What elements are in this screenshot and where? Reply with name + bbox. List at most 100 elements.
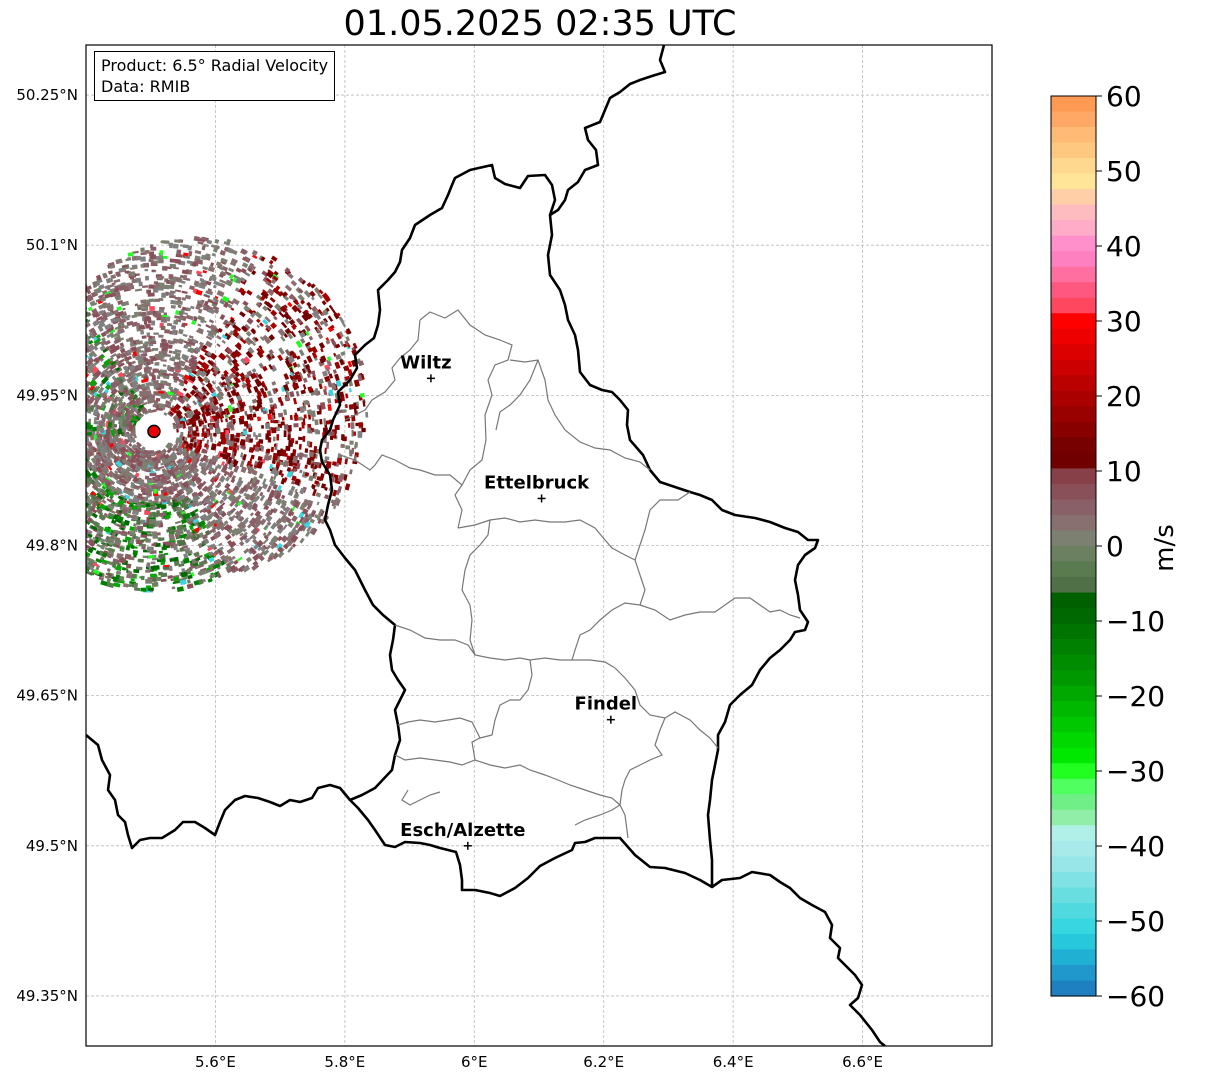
radar-echo <box>156 559 162 563</box>
radar-echo <box>221 373 225 378</box>
radar-echo <box>173 545 178 551</box>
radar-echo <box>53 311 60 318</box>
radar-echo <box>180 432 184 436</box>
radar-echo <box>115 538 122 544</box>
radar-echo <box>12 456 16 463</box>
radar-echo <box>27 376 33 384</box>
radar-echo <box>3 412 6 419</box>
radar-echo <box>71 525 78 532</box>
radar-echo <box>55 420 58 424</box>
radar-echo <box>179 533 188 539</box>
radar-echo <box>124 438 129 445</box>
radar-echo <box>54 502 61 509</box>
radar-echo <box>247 346 255 355</box>
radar-echo <box>287 430 291 435</box>
radar-echo <box>159 477 168 484</box>
radar-echo <box>50 476 55 482</box>
radar-echo <box>299 502 307 511</box>
radar-echo <box>78 346 86 354</box>
radar-echo <box>206 368 212 374</box>
radar-echo <box>251 563 260 571</box>
radar-echo <box>74 415 77 422</box>
radar-echo <box>99 345 106 351</box>
radar-echo <box>116 355 121 360</box>
radar-echo <box>211 573 216 578</box>
radar-echo <box>23 339 30 346</box>
radar-echo <box>252 405 256 410</box>
radar-echo <box>245 350 254 359</box>
radar-echo <box>64 366 68 371</box>
radar-echo <box>64 500 70 507</box>
radar-echo <box>299 406 305 414</box>
radar-echo <box>114 380 121 388</box>
radar-echo <box>34 360 40 367</box>
radar-echo <box>160 561 166 566</box>
radar-echo <box>64 348 70 354</box>
radar-echo <box>64 562 70 567</box>
radar-echo <box>86 366 90 372</box>
radar-echo <box>284 380 290 386</box>
radar-echo <box>242 528 247 533</box>
radar-echo <box>294 478 301 486</box>
radar-echo <box>306 503 312 510</box>
radar-echo <box>96 315 103 322</box>
radar-echo <box>56 448 60 455</box>
radar-echo <box>142 401 148 406</box>
radar-echo <box>180 560 184 564</box>
radar-echo <box>158 334 164 338</box>
radar-echo <box>66 339 72 345</box>
radar-echo <box>67 515 74 522</box>
radar-echo <box>64 458 69 463</box>
radar-echo <box>51 431 56 437</box>
radar-echo <box>197 542 203 549</box>
radar-echo <box>355 401 360 406</box>
radar-echo <box>236 432 240 438</box>
radar-echo <box>16 510 23 517</box>
radar-echo <box>51 314 55 318</box>
radar-echo <box>20 426 25 431</box>
radar-echo <box>71 459 75 463</box>
radar-echo <box>20 501 26 508</box>
radar-echo <box>358 422 364 428</box>
radar-echo <box>149 254 156 259</box>
radar-echo <box>218 542 223 547</box>
radar-echo <box>174 403 182 411</box>
radar-echo <box>53 369 58 374</box>
radar-echo <box>287 424 292 432</box>
radar-echo <box>259 336 265 342</box>
radar-echo <box>68 446 74 454</box>
radar-echo <box>334 425 340 431</box>
radar-echo <box>57 339 62 344</box>
radar-echo <box>120 478 128 485</box>
radar-echo <box>43 473 49 481</box>
radar-echo <box>156 520 163 524</box>
radar-echo <box>109 288 115 293</box>
radar-echo <box>216 572 222 579</box>
radar-echo <box>53 432 58 437</box>
radar-echo <box>228 373 235 380</box>
radar-echo <box>95 459 102 466</box>
radar-echo <box>278 469 283 476</box>
radar-echo <box>203 449 208 454</box>
radar-echo <box>117 400 125 408</box>
radar-echo <box>17 429 20 435</box>
radar-echo <box>208 567 215 572</box>
radar-echo <box>196 273 203 277</box>
radar-echo <box>35 493 41 499</box>
radar-echo <box>273 419 278 424</box>
radar-echo <box>170 536 176 542</box>
radar-echo <box>156 486 163 490</box>
radar-echo <box>52 448 56 454</box>
radar-echo <box>9 451 13 457</box>
radar-echo <box>56 446 61 453</box>
radar-echo <box>280 473 284 478</box>
radar-echo <box>283 312 290 320</box>
radar-echo <box>339 340 345 347</box>
radar-echo <box>42 523 46 527</box>
radar-echo <box>149 396 156 402</box>
radar-echo <box>49 516 57 524</box>
radar-echo <box>18 459 24 466</box>
radar-echo <box>163 412 168 416</box>
radar-echo <box>12 365 16 371</box>
radar-echo <box>151 375 156 381</box>
